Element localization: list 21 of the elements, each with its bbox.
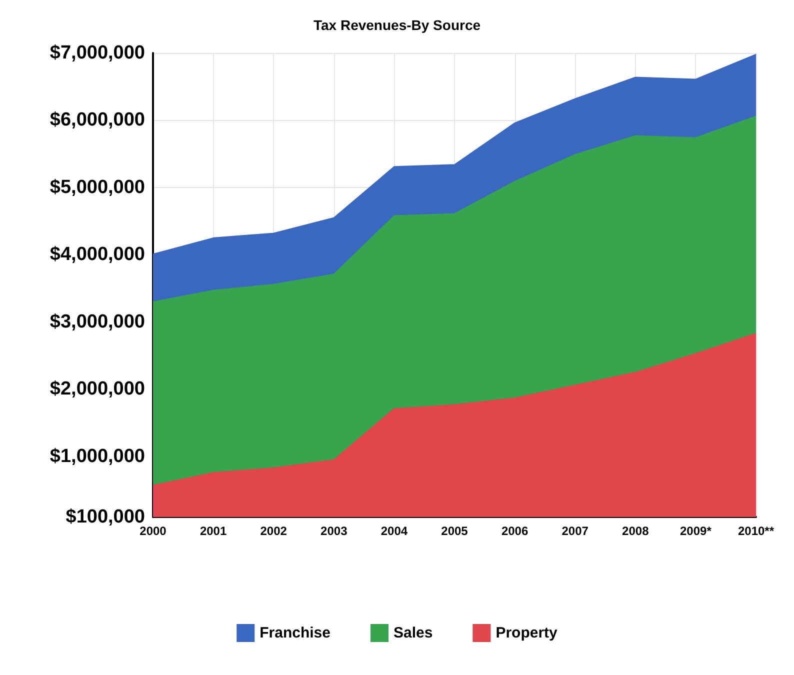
x-tick-label: 2007 xyxy=(562,524,589,538)
x-tick-label: 2004 xyxy=(380,524,408,538)
x-tick-label: 2008 xyxy=(622,524,650,538)
x-tick-label: 2005 xyxy=(441,524,468,538)
x-tick-label: 2009* xyxy=(680,524,712,538)
y-tick-label: $1,000,000 xyxy=(50,446,145,467)
legend-label: Franchise xyxy=(260,624,330,642)
chart-title: Tax Revenues-By Source xyxy=(313,17,481,33)
legend-label: Property xyxy=(496,624,558,642)
y-tick-label: $2,000,000 xyxy=(50,378,145,400)
x-tick-label: 2002 xyxy=(260,524,288,538)
y-tick-label: $5,000,000 xyxy=(50,176,145,198)
y-tick-label: $3,000,000 xyxy=(50,311,145,332)
x-tick-label: 2003 xyxy=(320,524,348,538)
legend-label: Sales xyxy=(393,624,433,642)
x-tick-label: 2001 xyxy=(200,524,227,538)
y-tick-label: $4,000,000 xyxy=(50,244,145,266)
y-tick-label: $6,000,000 xyxy=(50,110,145,131)
x-tick-label: 2006 xyxy=(501,524,528,538)
x-tick-label: 2010** xyxy=(738,524,774,538)
y-tick-label: $7,000,000 xyxy=(50,42,145,64)
